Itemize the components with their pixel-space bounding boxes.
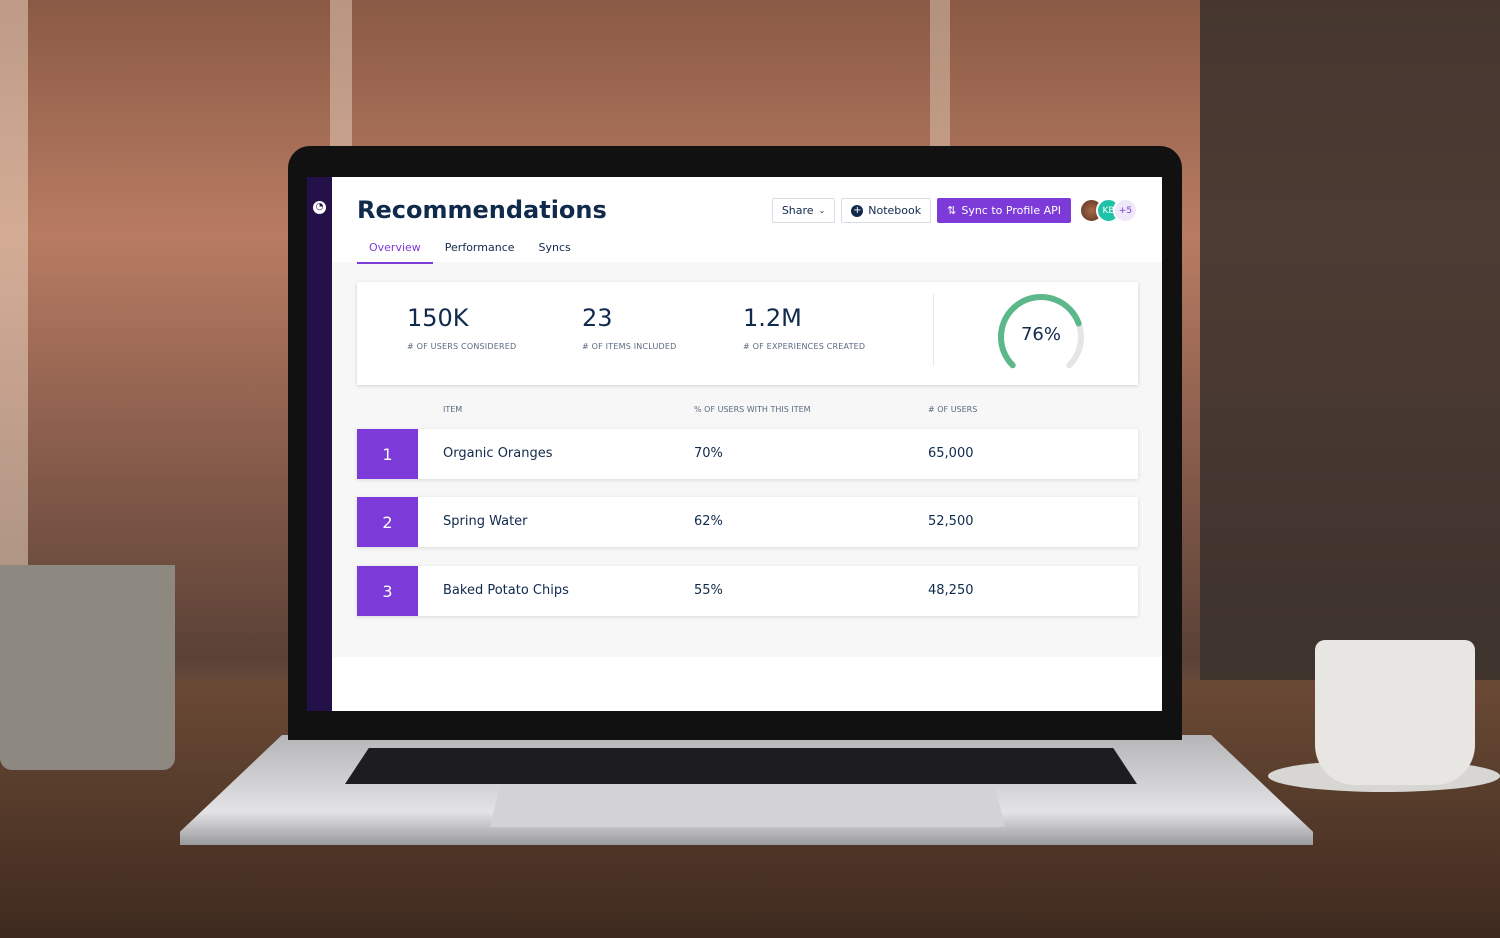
column-header-item: ITEM xyxy=(443,405,463,414)
column-header-pct-users: % OF USERS WITH THIS ITEM xyxy=(694,405,811,414)
stats-divider xyxy=(933,294,934,366)
tab-bar: Overview Performance Syncs xyxy=(357,237,583,264)
column-header-num-users: # OF USERS xyxy=(928,405,978,414)
notebook-button[interactable]: + Notebook xyxy=(841,198,932,223)
stat-items-included: 23 # OF ITEMS INCLUDED xyxy=(582,304,677,351)
avatar-group: KB +5 xyxy=(1079,198,1138,223)
table-row[interactable]: 3 Baked Potato Chips 55% 48,250 xyxy=(357,566,1138,616)
item-users: 52,500 xyxy=(928,514,974,529)
plus-circle-icon: + xyxy=(851,204,864,217)
chevron-down-icon: ⌄ xyxy=(818,206,826,215)
progress-gauge: 76% xyxy=(991,292,1091,377)
table-row[interactable]: 2 Spring Water 62% 52,500 xyxy=(357,497,1138,547)
gauge-label: 76% xyxy=(1020,324,1061,345)
share-button[interactable]: Share ⌄ xyxy=(771,198,836,223)
rank-badge: 1 xyxy=(357,429,418,479)
sync-label: Sync to Profile API xyxy=(961,204,1061,217)
coffee-cup xyxy=(1315,640,1475,785)
item-name: Spring Water xyxy=(443,514,528,529)
background-brick-wall xyxy=(1200,0,1500,700)
page-title: Recommendations xyxy=(357,196,607,224)
table-row[interactable]: 1 Organic Oranges 70% 65,000 xyxy=(357,429,1138,479)
stat-experiences-created: 1.2M # OF EXPERIENCES CREATED xyxy=(743,304,865,351)
stat-label: # OF ITEMS INCLUDED xyxy=(582,342,677,351)
stat-users-considered: 150K # OF USERS CONSIDERED xyxy=(407,304,516,351)
laptop-screen: ◔ Recommendations Overview Performance S… xyxy=(307,177,1162,711)
tab-syncs[interactable]: Syncs xyxy=(538,241,571,254)
stat-value: 1.2M xyxy=(743,304,802,332)
item-users: 48,250 xyxy=(928,583,974,598)
gauge-fill xyxy=(998,294,1082,369)
plant-pot xyxy=(0,565,175,770)
rank-badge: 2 xyxy=(357,497,418,547)
item-pct: 70% xyxy=(694,446,723,461)
share-label: Share xyxy=(781,204,814,217)
header-actions: Share ⌄ + Notebook ⇅ Sync to Profile API KB… xyxy=(771,198,1138,223)
sidebar: ◔ xyxy=(307,177,332,711)
notebook-label: Notebook xyxy=(868,204,922,217)
item-name: Organic Oranges xyxy=(443,446,553,461)
rank-badge: 3 xyxy=(357,566,418,616)
keyboard xyxy=(345,748,1137,784)
tab-overview[interactable]: Overview xyxy=(357,237,433,264)
item-users: 65,000 xyxy=(928,446,974,461)
stat-label: # OF EXPERIENCES CREATED xyxy=(743,342,866,351)
stats-card: 150K # OF USERS CONSIDERED 23 # OF ITEMS… xyxy=(357,282,1138,385)
item-name: Baked Potato Chips xyxy=(443,583,569,598)
app-logo-icon[interactable]: ◔ xyxy=(313,201,326,214)
stat-value: 23 xyxy=(582,304,613,332)
stat-label: # OF USERS CONSIDERED xyxy=(407,342,517,351)
main-content: Recommendations Overview Performance Syn… xyxy=(332,177,1162,711)
avatar-more[interactable]: +5 xyxy=(1113,198,1138,223)
sync-to-profile-api-button[interactable]: ⇅ Sync to Profile API xyxy=(937,198,1071,223)
tab-performance[interactable]: Performance xyxy=(444,241,515,254)
item-pct: 55% xyxy=(694,583,723,598)
trackpad xyxy=(490,785,1005,827)
sync-icon: ⇅ xyxy=(947,204,957,217)
stat-value: 150K xyxy=(407,304,469,332)
gauge-svg xyxy=(998,294,1084,369)
item-pct: 62% xyxy=(694,514,723,529)
